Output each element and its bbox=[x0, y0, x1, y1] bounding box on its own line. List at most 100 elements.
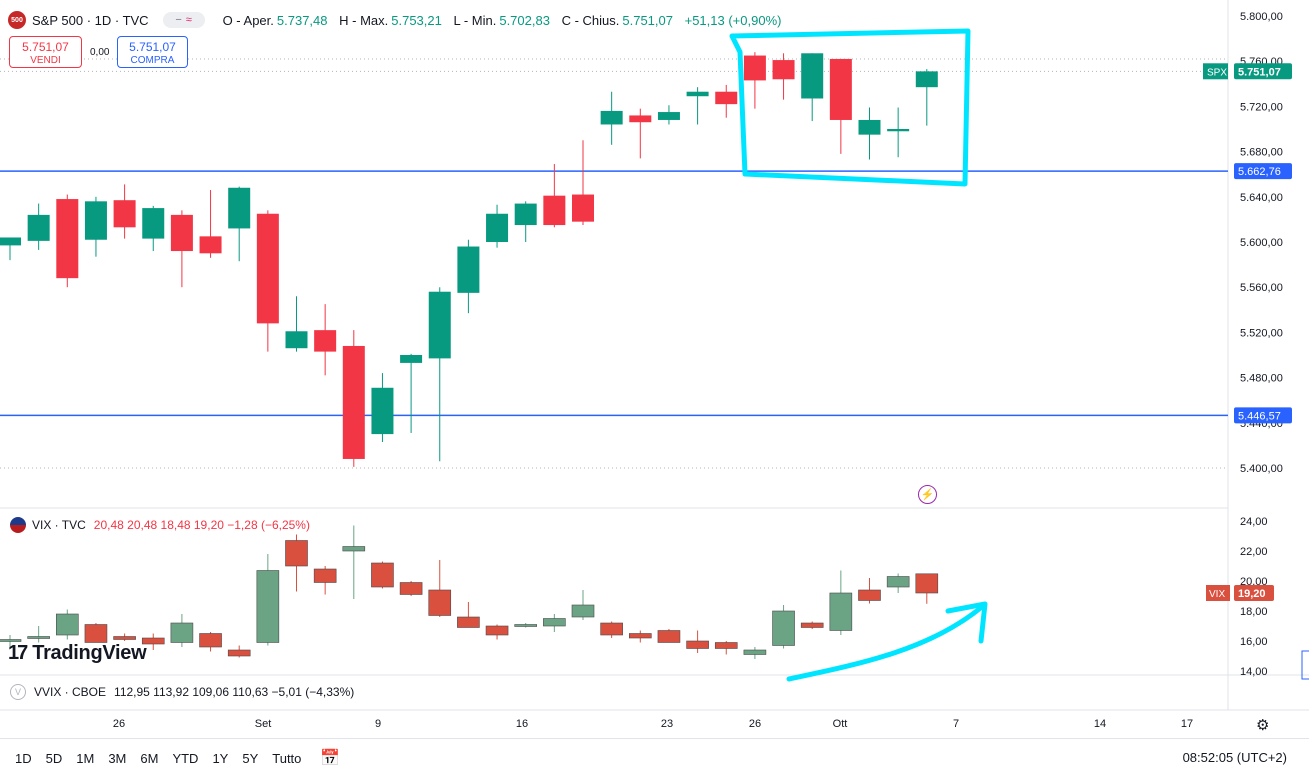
vix-candle-body bbox=[686, 640, 709, 649]
vix-candle-body bbox=[170, 622, 194, 643]
spx-price-tick: 5.600,00 bbox=[1240, 237, 1283, 249]
annotation-arrow bbox=[786, 603, 986, 682]
spx-candle-body bbox=[113, 200, 136, 228]
indicator-toggle[interactable]: − ≈ bbox=[162, 12, 205, 28]
vix-candle-body bbox=[55, 613, 79, 636]
buy-label: COMPRA bbox=[130, 55, 175, 66]
vix-candle-body bbox=[0, 639, 22, 642]
vix-candle-body bbox=[829, 592, 853, 631]
vvix-logo-icon: V bbox=[10, 684, 26, 700]
timeframe-1m[interactable]: 1M bbox=[76, 750, 95, 766]
spread-value: 0,00 bbox=[90, 47, 110, 58]
spx-candle-body bbox=[142, 208, 165, 239]
spx-candle-body bbox=[486, 213, 509, 242]
time-tick: 14 bbox=[1094, 718, 1106, 730]
vix-values: 20,48 20,48 18,48 19,20 −1,28 (−6,25%) bbox=[93, 518, 310, 532]
vix-last-price-tag bbox=[1234, 585, 1274, 601]
vix-candle-body bbox=[543, 618, 566, 627]
spx-candle-body bbox=[514, 203, 537, 226]
spx-candle-body bbox=[772, 60, 795, 80]
spx-candle-body bbox=[170, 214, 193, 252]
minus-icon: − bbox=[175, 14, 182, 26]
spx-candle-body bbox=[887, 129, 910, 132]
symbol-header[interactable]: 500 S&P 500 · 1D · TVC − ≈ O - Aper. 5.737… bbox=[8, 10, 781, 30]
spx-candle-body bbox=[56, 199, 79, 279]
vix-price-tick: 22,00 bbox=[1240, 546, 1268, 558]
timeframe-5y[interactable]: 5Y bbox=[242, 750, 259, 766]
spx-candle-body bbox=[256, 213, 279, 324]
lightning-icon[interactable]: ⚡ bbox=[918, 485, 937, 504]
spx-price-tick: 5.480,00 bbox=[1240, 373, 1283, 385]
goto-date-icon[interactable]: 📅 bbox=[320, 750, 341, 767]
vix-candle-body bbox=[858, 589, 881, 601]
vix-price-tick: 14,00 bbox=[1240, 666, 1268, 678]
spx-candle-body bbox=[199, 236, 222, 254]
timeframe-5d[interactable]: 5D bbox=[45, 750, 63, 766]
vvix-symbol[interactable]: VVIX · CBOE bbox=[34, 685, 107, 699]
timeframe-6m[interactable]: 6M bbox=[140, 750, 159, 766]
vix-candle-body bbox=[657, 630, 681, 643]
symbol-title[interactable]: S&P 500 · 1D · TVC bbox=[32, 12, 149, 28]
vix-header[interactable]: VIX · TVC 20,48 20,48 18,48 19,20 −1,28 … bbox=[10, 517, 310, 533]
spx-candle-body bbox=[0, 237, 21, 246]
spx-candle-body bbox=[715, 91, 738, 105]
vix-candle-body bbox=[743, 649, 767, 655]
sell-label: VENDI bbox=[30, 55, 61, 66]
vix-candle-body bbox=[342, 546, 366, 552]
hline-price-label: 5.446,57 bbox=[1238, 410, 1281, 422]
vix-price-tick: 16,00 bbox=[1240, 636, 1268, 648]
spx-candle-body bbox=[572, 194, 594, 222]
spx-candle-body bbox=[743, 55, 766, 81]
bottom-toolbar: 1D 5D 1M 3M 6M YTD 1Y 5Y Tutto 📅 08:52:05 (UTC+2… bbox=[0, 738, 1309, 777]
timeframe-tutto[interactable]: Tutto bbox=[272, 750, 302, 766]
spx-candle-body bbox=[428, 291, 451, 359]
sp500-logo: 500 bbox=[8, 11, 26, 29]
close-label: C - Chius. bbox=[561, 12, 620, 28]
vix-candle-body bbox=[256, 570, 280, 643]
time-tick: 17 bbox=[1181, 718, 1193, 730]
tradingview-watermark: 17 TradingView bbox=[8, 642, 147, 665]
timeframe-1d[interactable]: 1D bbox=[15, 750, 32, 766]
spx-candle-body bbox=[915, 71, 938, 88]
spx-symbol-tag-text: SPX bbox=[1207, 67, 1227, 78]
vix-candle-body bbox=[886, 576, 910, 588]
time-tick: 9 bbox=[375, 718, 381, 730]
vix-price-tick: 18,00 bbox=[1240, 606, 1268, 618]
spx-candle-body bbox=[600, 110, 623, 125]
vix-candle-body bbox=[628, 633, 652, 639]
time-tick: 23 bbox=[661, 718, 673, 730]
spx-candle-body bbox=[657, 112, 680, 120]
vvix-values: 112,95 113,92 109,06 110,63 −5,01 (−4,33… bbox=[114, 685, 355, 699]
time-tick: Set bbox=[255, 718, 272, 730]
vix-candle-body bbox=[399, 582, 423, 595]
timeframe-1y[interactable]: 1Y bbox=[212, 750, 229, 766]
spx-price-tick: 5.640,00 bbox=[1240, 192, 1283, 204]
open-value: 5.737,48 bbox=[276, 12, 328, 28]
timeframe-ytd[interactable]: YTD bbox=[172, 750, 199, 766]
ohlc-values: O - Aper. 5.737,48 H - Max. 5.753,21 L - M… bbox=[215, 13, 782, 28]
timeframe-selector: 1D 5D 1M 3M 6M YTD 1Y 5Y Tutto bbox=[8, 751, 308, 766]
settings-icon[interactable]: ⚙ bbox=[1256, 717, 1270, 734]
buy-button[interactable]: 5.751,07 COMPRA bbox=[117, 36, 188, 68]
vix-candle-body bbox=[285, 540, 308, 567]
vix-candle-body bbox=[600, 622, 623, 636]
spx-candle-body bbox=[543, 195, 566, 226]
timeframe-3m[interactable]: 3M bbox=[108, 750, 127, 766]
sell-button[interactable]: 5.751,07 VENDI bbox=[9, 36, 82, 68]
vix-candle-body bbox=[371, 562, 394, 588]
vvix-header[interactable]: V VVIX · CBOE 112,95 113,92 109,06 110,6… bbox=[10, 684, 354, 700]
high-label: H - Max. bbox=[339, 12, 389, 28]
vix-candle-body bbox=[199, 633, 222, 648]
clock[interactable]: 08:52:05 (UTC+2) bbox=[1182, 750, 1287, 765]
vix-symbol[interactable]: VIX · TVC bbox=[32, 518, 86, 532]
vix-candle-body bbox=[800, 622, 824, 628]
spx-price-tick: 5.720,00 bbox=[1240, 101, 1283, 113]
wave-icon: ≈ bbox=[185, 14, 192, 26]
us-flag-icon bbox=[10, 517, 26, 533]
spx-last-price-text: 5.751,07 bbox=[1238, 66, 1281, 78]
close-value: 5.751,07 bbox=[622, 12, 673, 28]
spx-candle-body bbox=[686, 91, 709, 97]
vix-candle-body bbox=[141, 637, 165, 645]
spx-candle-body bbox=[285, 331, 308, 349]
